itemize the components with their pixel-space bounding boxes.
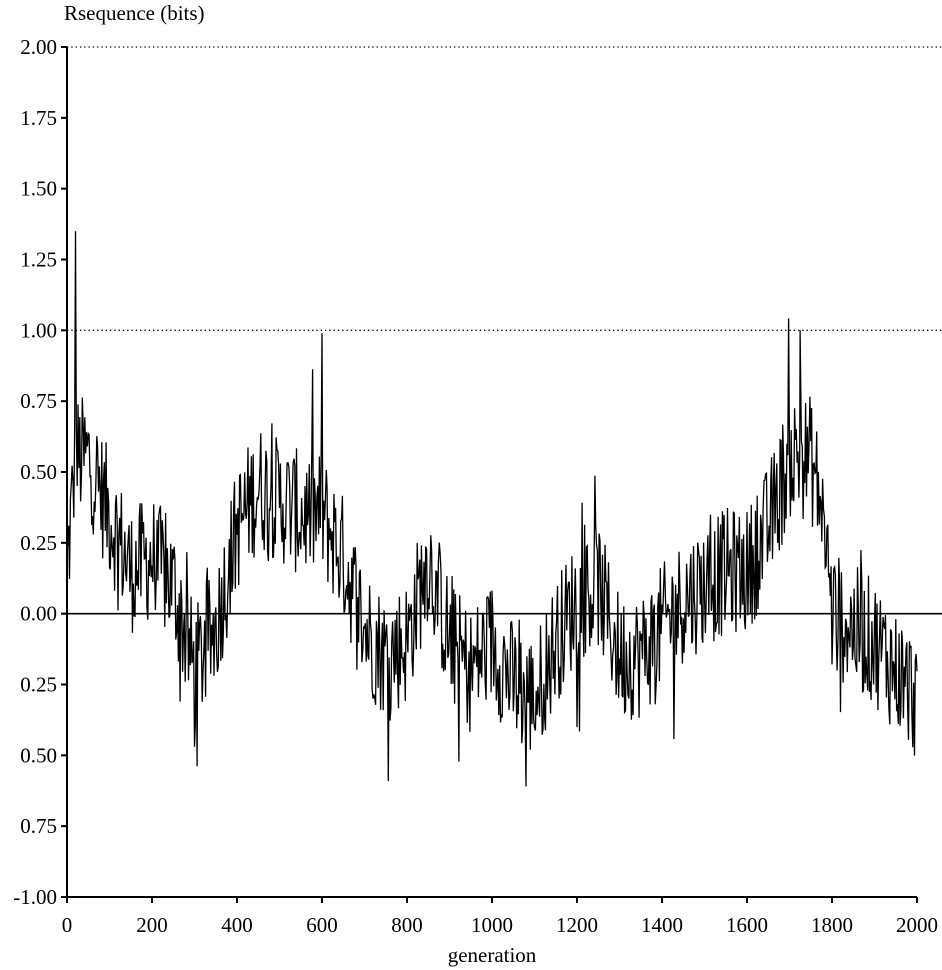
y-tick-label: -1.00 — [13, 885, 57, 909]
y-tick-label: 0.75 — [20, 389, 57, 413]
y-tick-label: 1.25 — [20, 248, 57, 272]
data-series — [66, 231, 918, 787]
y-tick-label: 0.00 — [20, 602, 57, 626]
x-tick-label: 800 — [391, 913, 423, 937]
series-line — [66, 231, 918, 787]
x-tick-label: 200 — [136, 913, 168, 937]
y-axis-title: Rsequence (bits) — [64, 1, 205, 25]
reference-lines — [67, 46, 942, 615]
y-tick-label: 0.50 — [20, 743, 57, 767]
x-tick-label: 1600 — [726, 913, 768, 937]
x-axis-ticks: 0 200 400 600 800 1000 1200 1400 1600 1800 2000 — [62, 897, 938, 937]
x-tick-label: 0 — [62, 913, 73, 937]
x-tick-label: 2000 — [896, 913, 938, 937]
x-tick-label: 1000 — [471, 913, 513, 937]
x-tick-label: 400 — [221, 913, 253, 937]
y-tick-label: 0.25 — [20, 531, 57, 555]
x-tick-label: 1200 — [556, 913, 598, 937]
y-tick-label: 1.50 — [20, 177, 57, 201]
y-axis-ticks: 2.00 1.75 1.50 1.25 1.00 0.75 0.50 0.25 0.00 0.25… — [13, 35, 67, 909]
y-tick-label: 2.00 — [20, 35, 57, 59]
x-tick-label: 1800 — [811, 913, 853, 937]
y-tick-label: 0.25 — [20, 673, 57, 697]
y-tick-label: 0.50 — [20, 460, 57, 484]
x-tick-label: 600 — [306, 913, 338, 937]
x-tick-label: 1400 — [641, 913, 683, 937]
y-tick-label: 0.75 — [20, 814, 57, 838]
x-axis-title: generation — [447, 943, 537, 967]
y-tick-label: 1.75 — [20, 106, 57, 130]
y-tick-label: 1.00 — [20, 318, 57, 342]
